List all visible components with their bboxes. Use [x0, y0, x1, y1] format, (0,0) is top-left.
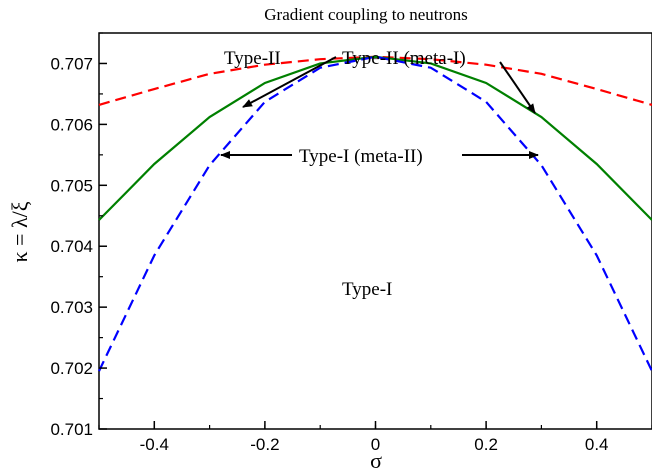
x-tick-label: -0.2 — [250, 435, 279, 454]
chart-title: Gradient coupling to neutrons — [264, 5, 468, 24]
annotation-type-i: Type-I — [342, 279, 392, 300]
annotations: Type-II Type-II (meta-I) Type-I (meta-II… — [220, 48, 539, 300]
x-tick-label: -0.4 — [140, 435, 169, 454]
x-tick-label: 0 — [371, 435, 380, 454]
annotation-type-i-meta-ii: Type-I (meta-II) — [299, 146, 423, 167]
x-axis-ticks: -0.4 -0.2 0 0.2 0.4 — [98, 421, 652, 454]
x-tick-label: 0.4 — [585, 435, 609, 454]
series-line-2 — [98, 55, 652, 221]
x-tick-label: 0.2 — [474, 435, 498, 454]
annotation-type-ii-meta-i: Type-II (meta-I) — [342, 48, 466, 69]
arrow-to-green-curve — [499, 61, 536, 114]
plot-area — [98, 32, 652, 430]
y-tick-label: 0.706 — [50, 115, 93, 134]
annotation-type-ii: Type-II — [224, 48, 281, 69]
y-axis-label: κ = λ/ξ — [7, 201, 32, 262]
x-axis-label: σ — [370, 448, 382, 470]
series-line-3 — [98, 55, 652, 372]
plot-frame — [98, 32, 652, 430]
y-tick-label: 0.701 — [50, 420, 93, 439]
y-axis-ticks: 0.701 0.702 0.703 0.704 0.705 0.706 0.707 — [50, 32, 107, 439]
arrow-to-red-curve — [242, 56, 337, 108]
y-tick-label: 0.703 — [50, 298, 93, 317]
y-tick-label: 0.705 — [50, 176, 93, 195]
y-tick-label: 0.704 — [50, 237, 93, 256]
y-tick-label: 0.707 — [50, 54, 93, 73]
y-tick-label: 0.702 — [50, 359, 93, 378]
series-layer — [98, 55, 652, 372]
